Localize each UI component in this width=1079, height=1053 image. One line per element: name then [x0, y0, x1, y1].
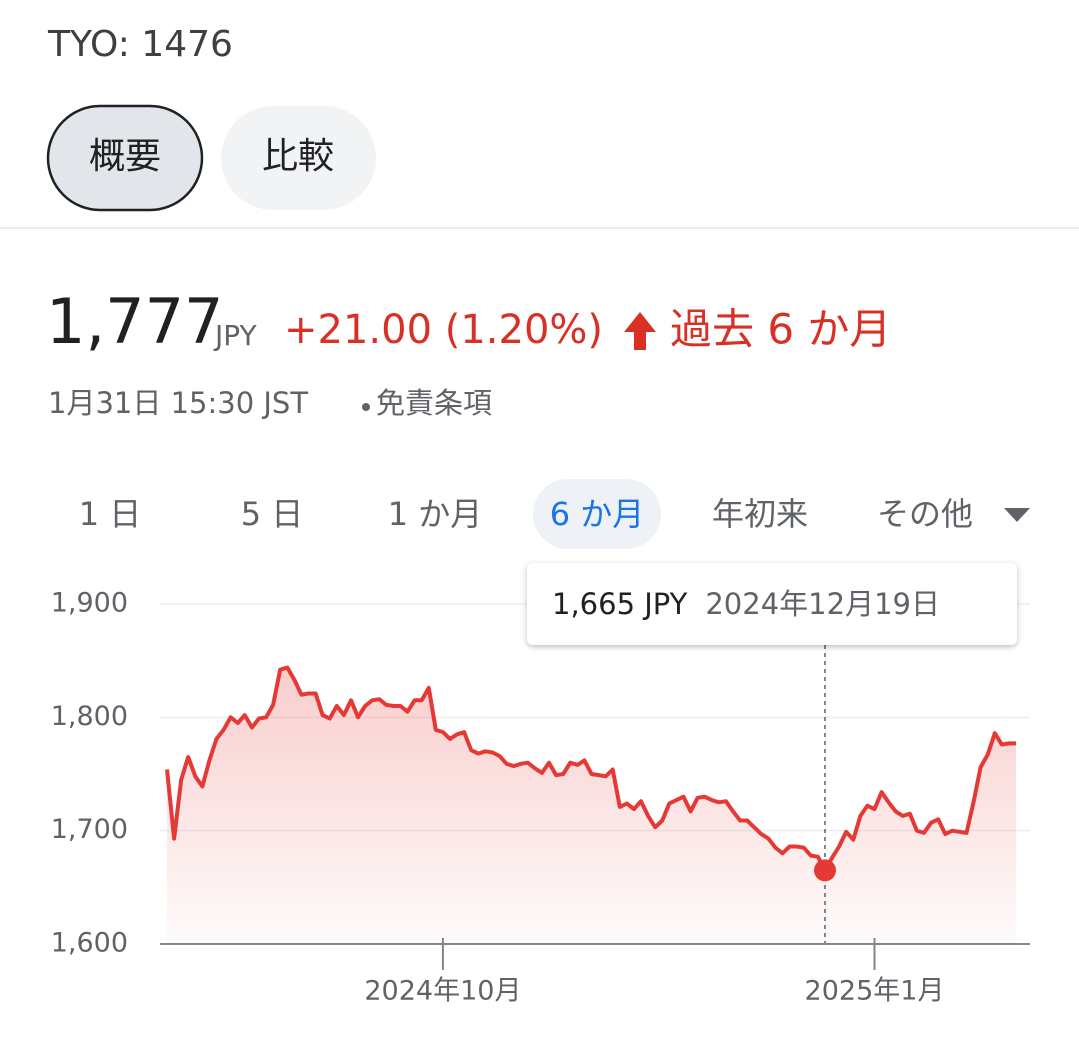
- range-tab[interactable]: 5 日: [241, 495, 304, 533]
- range-tab[interactable]: その他: [877, 495, 973, 533]
- dropdown-arrow[interactable]: [1004, 508, 1030, 522]
- y-tick-label: 1,800: [51, 701, 128, 732]
- currency: JPY: [213, 319, 258, 352]
- timestamp: 1月31日 15:30 JST: [48, 386, 308, 420]
- x-tick-label: 2025年1月: [805, 976, 945, 1007]
- tab-label[interactable]: 概要: [89, 136, 161, 177]
- tab-label[interactable]: 比較: [262, 136, 334, 177]
- ticker: TYO: 1476: [47, 24, 233, 65]
- tooltip-value: 1,665 JPY: [552, 587, 688, 621]
- chart: 1,600 1,700 1,800 1,900 2024年10月 2025年1月 1,665…: [51, 563, 1030, 1007]
- tab-pill[interactable]: [221, 106, 376, 210]
- range-tab[interactable]: 1 日: [79, 495, 142, 533]
- tooltip-date: 2024年12月19日: [705, 587, 940, 621]
- separator-dot: [362, 403, 370, 411]
- price-line: [165, 665, 1016, 873]
- disclaimer-link[interactable]: 免責条項: [376, 386, 492, 420]
- change: +21.00 (1.20%): [284, 307, 603, 353]
- price: 1,777: [46, 285, 224, 358]
- y-tick-label: 1,900: [51, 588, 128, 619]
- area: [167, 667, 1016, 944]
- period: 過去 6 か月: [670, 305, 891, 354]
- y-tick-label: 1,600: [51, 928, 128, 959]
- range-tabs: 1 日 5 日 1 か月 6 か月 年初来 その他: [79, 495, 973, 533]
- divider: [0, 227, 1079, 229]
- y-tick-label: 1,700: [51, 814, 128, 845]
- range-tab[interactable]: 6 か月: [550, 495, 645, 533]
- hover-marker: [813, 859, 836, 882]
- tooltip-box: [527, 563, 1017, 645]
- up-arrow: [624, 312, 656, 350]
- x-tick-label: 2024年10月: [364, 976, 521, 1007]
- range-tab[interactable]: 年初来: [712, 495, 808, 533]
- range-tab[interactable]: 1 か月: [388, 495, 483, 533]
- tab-pill[interactable]: [46, 104, 204, 212]
- range-selected-bg: [533, 479, 661, 549]
